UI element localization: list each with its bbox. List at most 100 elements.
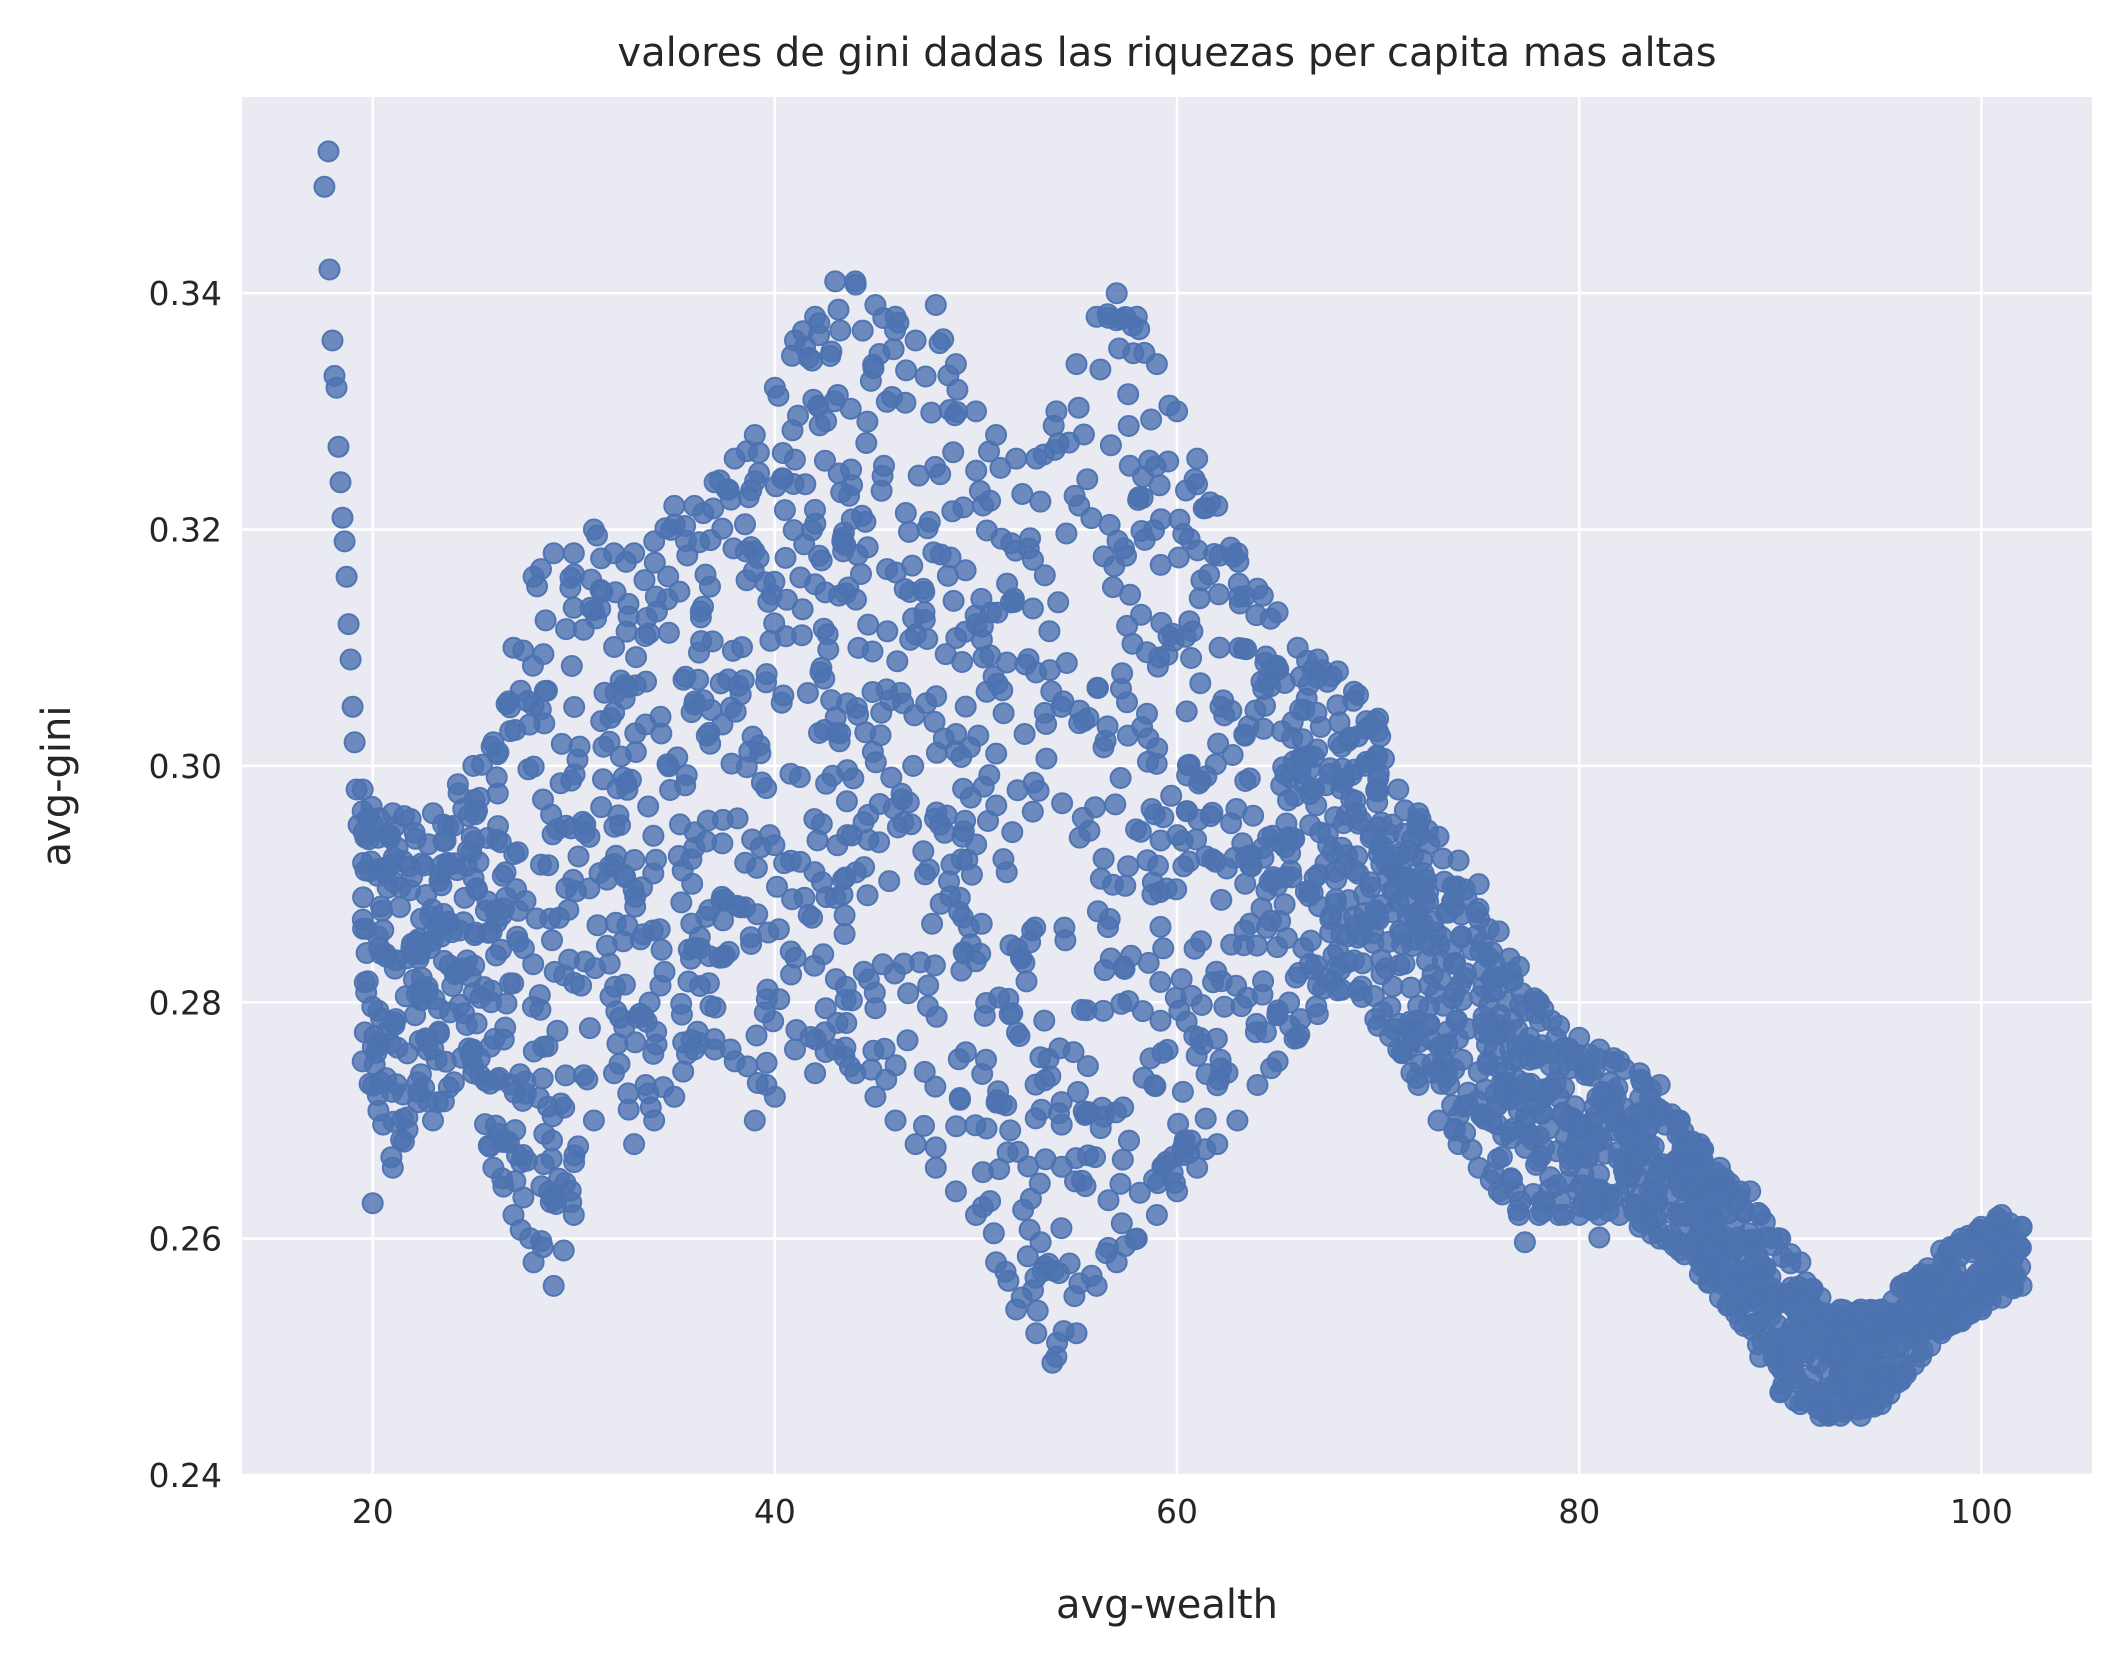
scatter-point [407,1081,430,1104]
scatter-point [1141,871,1164,894]
scatter-point [1260,909,1282,932]
scatter-point [1387,778,1410,801]
scatter-point [1429,968,1452,991]
scatter-point [642,824,665,847]
scatter-point [944,353,967,376]
scatter-point [912,840,935,863]
scatter-point [619,768,642,791]
scatter-point [1254,1021,1277,1044]
scatter-point [1076,1055,1099,1078]
scatter-point [720,752,743,775]
scatter-point [1099,947,1122,970]
scatter-point [745,856,768,879]
scatter-point [813,1021,836,1044]
scatter-point [1646,1105,1669,1128]
scatter-point [975,1117,998,1140]
scatter-point [382,846,405,869]
scatter-point [1210,888,1233,911]
scatter-point [1443,895,1466,918]
scatter-point [590,710,613,733]
scatter-point [1538,1076,1561,1099]
scatter-point [861,681,884,703]
scatter-point [982,1222,1005,1245]
scatter-point [763,1085,786,1108]
scatter-point [830,481,853,504]
scatter-point [783,448,806,471]
scatter-point [1389,920,1411,943]
scatter-point [784,329,806,352]
scatter-point [1507,1204,1530,1226]
scatter-point [914,365,937,388]
scatter-point [1021,800,1044,823]
scatter-point [1091,1096,1114,1119]
scatter-point [1027,779,1050,802]
scatter-point [1789,1251,1812,1274]
scatter-point [948,900,971,923]
scatter-point [1194,1107,1217,1130]
scatter-point [954,559,977,582]
scatter-point [844,1062,867,1085]
scatter-point [970,912,993,935]
scatter-point [1029,490,1052,513]
scatter-point [1362,922,1385,944]
scatter-point [1133,528,1156,551]
scatter-point [313,175,336,198]
scatter-point [1625,1147,1648,1170]
scatter-point [409,1063,432,1086]
scatter-point [567,1135,590,1158]
scatter-point [1478,1022,1501,1045]
scatter-point [343,731,366,754]
scatter-point [1289,746,1312,769]
scatter-point [645,848,667,871]
scatter-point [1072,423,1095,446]
scatter-point [1845,1371,1868,1394]
scatter-point [1104,793,1127,816]
scatter-point [345,778,368,801]
scatter-point [779,849,802,872]
scatter-point [589,578,612,601]
scatter-point [1022,548,1044,571]
scatter-point [582,599,605,622]
scatter-point [1970,1215,1993,1238]
scatter-point [1076,468,1099,491]
scatter-point [827,298,850,321]
scatter-point [1465,901,1488,924]
scatter-point [2010,1274,2033,1297]
scatter-point [924,294,947,316]
scatter-point [429,863,452,886]
scatter-point [763,612,786,635]
scatter-point [534,609,557,632]
scatter-point [920,401,943,424]
scatter-point [1769,1227,1792,1250]
scatter-point [1246,577,1269,600]
scatter-point [485,944,508,967]
scatter-point [1854,1319,1877,1342]
scatter-point [938,399,961,421]
scatter-point [876,558,899,581]
scatter-point [773,499,796,522]
scatter-point [1665,1158,1688,1181]
scatter-point [1930,1322,1953,1345]
scatter-point [1315,774,1338,797]
scatter-point [599,985,622,1008]
scatter-point [992,702,1015,725]
scatter-point [643,1109,666,1132]
scatter-point [703,1038,726,1061]
scatter-point [1548,1014,1571,1037]
scatter-point [689,600,712,623]
scatter-point [904,329,927,352]
scatter-point [1442,952,1465,975]
scatter-point [743,424,766,446]
scatter-point [1528,991,1550,1014]
scatter-point [355,942,378,964]
scatter-point [592,735,615,758]
scatter-point [502,972,525,995]
scatter-point [353,971,376,994]
scatter-point [683,1038,706,1061]
scatter-point [1736,1258,1759,1281]
scatter-point [995,651,1018,674]
scatter-point [951,651,974,673]
scatter-point [1279,766,1302,789]
scatter-point [1130,603,1153,626]
scatter-point [541,1129,563,1152]
